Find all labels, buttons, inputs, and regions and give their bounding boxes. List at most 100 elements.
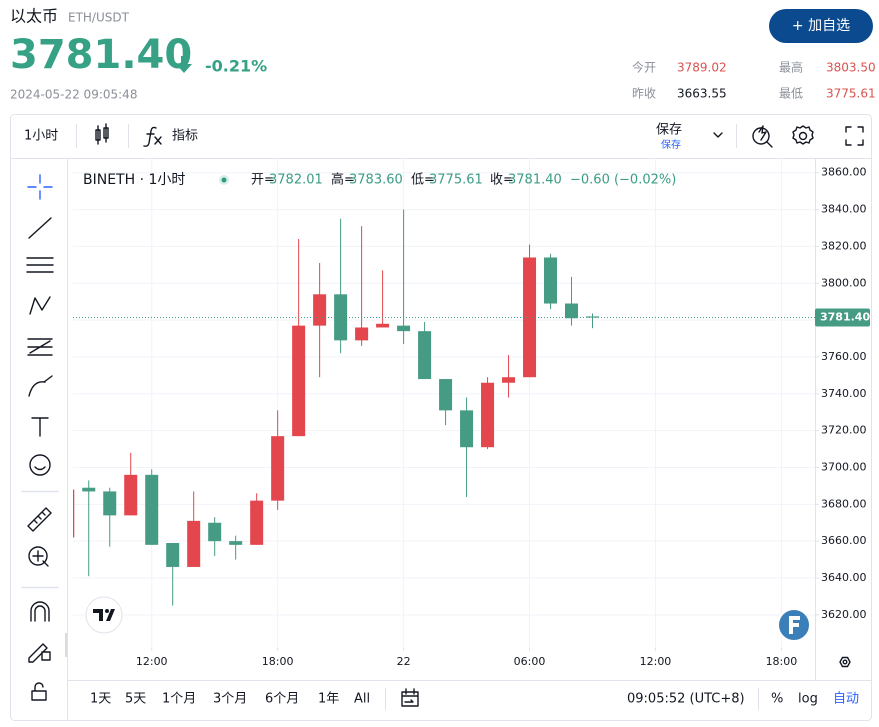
logo-bg: [85, 596, 123, 634]
legend-value: 3782.01: [269, 173, 323, 188]
y-tick-label: 3700.00: [821, 460, 867, 473]
symbol-label: BINETH · 1小时: [83, 172, 185, 188]
badge-mark: [789, 616, 800, 634]
y-tick-label: 3740.00: [821, 387, 867, 400]
stat-label: 最低: [779, 87, 803, 101]
y-tick-label: 3640.00: [821, 571, 867, 584]
fullscreen-icon[interactable]: [845, 126, 864, 146]
candle-body: [355, 327, 369, 341]
stat-label: 今开: [632, 60, 656, 75]
y-tick-label: 3800.00: [821, 276, 867, 289]
chart-panel: [10, 114, 872, 721]
candle-body: [166, 543, 180, 567]
clock: 09:05:52 (UTC+8): [627, 692, 745, 707]
lock-drawing-tool[interactable]: [28, 643, 51, 663]
magnet-tool[interactable]: [30, 601, 50, 622]
candle-body: [292, 325, 306, 437]
f-badge[interactable]: [777, 608, 811, 642]
legend-value: 3775.61: [429, 173, 483, 188]
brush-tool[interactable]: [28, 375, 53, 397]
candle-body: [544, 257, 558, 304]
auto-toggle[interactable]: 自动: [833, 692, 859, 707]
logo-dot: [105, 609, 109, 613]
tv-logo[interactable]: [85, 596, 123, 634]
range-button[interactable]: 5天: [125, 692, 146, 707]
candle-body: [439, 379, 453, 411]
candle-body: [208, 522, 222, 542]
button-bg: [769, 9, 873, 43]
range-button[interactable]: 1年: [318, 692, 339, 707]
stat-value: 3803.50: [826, 61, 876, 75]
candles: [73, 209, 815, 606]
candle-body: [187, 520, 201, 567]
candle-body: [271, 436, 285, 501]
indicators-button[interactable]: 指标: [172, 129, 198, 144]
x-tick-label: 06:00: [514, 655, 546, 668]
grid: [73, 158, 815, 648]
zoom-tool[interactable]: [32, 550, 49, 567]
candle-body: [313, 294, 327, 326]
stat-value: 3663.55: [677, 87, 727, 101]
candle-body: [250, 500, 264, 545]
change: -0.21%: [205, 57, 267, 76]
save-menu[interactable]: [713, 132, 723, 138]
axis-settings[interactable]: [839, 656, 851, 668]
y-tick-label: 3720.00: [821, 424, 867, 437]
range-button[interactable]: 1天: [90, 692, 111, 707]
emoji-tool[interactable]: [29, 454, 51, 476]
text-tool[interactable]: [31, 417, 49, 437]
watch-button[interactable]: + 加自选: [769, 9, 873, 43]
alert-icon[interactable]: [752, 125, 773, 148]
y-tick-label: 3660.00: [821, 534, 867, 547]
legend-label: 低=: [411, 173, 435, 188]
ruler-tool[interactable]: [27, 507, 52, 532]
percent-toggle[interactable]: %: [771, 692, 783, 707]
asset-name: 以太币: [10, 7, 58, 26]
stat-label: 昨收: [632, 87, 656, 101]
candle-body: [565, 303, 579, 319]
range-button[interactable]: 6个月: [265, 692, 299, 707]
crosshair-tool[interactable]: [27, 174, 53, 200]
fib-tool[interactable]: [26, 257, 54, 273]
lock-tool[interactable]: [31, 682, 47, 701]
indicator-icon[interactable]: [143, 126, 162, 147]
candle-body: [82, 487, 96, 492]
legend-change: −0.60 (−0.02%): [570, 173, 676, 188]
range-button[interactable]: 1个月: [162, 692, 196, 707]
candle-body: [376, 323, 390, 328]
axis-labels: 3620.00 3640.00 3660.00 3680.00 3700.00 3720.…: [136, 166, 871, 668]
interval-button[interactable]: 1小时: [24, 129, 58, 144]
legend-label: 收=: [490, 173, 514, 188]
stat-label: 最高: [779, 60, 803, 75]
legend-label: 高=: [331, 172, 355, 188]
projection-tool[interactable]: [27, 338, 53, 356]
candle-body: [229, 541, 243, 545]
trend-line-tool[interactable]: [28, 217, 52, 239]
x-tick-label: 22: [397, 655, 411, 668]
x-tick-label: 18:00: [766, 655, 798, 668]
y-tick-label: 3860.00: [821, 166, 867, 179]
candle-body: [502, 377, 516, 383]
candle-body: [124, 474, 138, 516]
candle-body: [418, 331, 432, 380]
status-dot: [221, 177, 227, 183]
y-tick-label: 3620.00: [821, 608, 867, 621]
save-button[interactable]: 保存: [656, 123, 682, 138]
logo-mark: [93, 609, 115, 621]
y-tick-label: 3840.00: [821, 203, 867, 216]
range-button[interactable]: 3个月: [213, 692, 247, 707]
goto-date[interactable]: [401, 688, 419, 707]
emoji-smile: [34, 466, 46, 471]
chart-type-icon[interactable]: [95, 123, 109, 145]
candle-body: [103, 491, 117, 516]
y-tick-label: 3760.00: [821, 350, 867, 363]
settings-icon[interactable]: [792, 125, 814, 145]
candle-body: [481, 382, 495, 448]
candle-body: [585, 316, 600, 318]
log-toggle[interactable]: log: [798, 692, 818, 707]
range-button[interactable]: All: [354, 692, 370, 707]
y-tick-label: 3680.00: [821, 497, 867, 510]
pattern-tool[interactable]: [29, 296, 51, 315]
